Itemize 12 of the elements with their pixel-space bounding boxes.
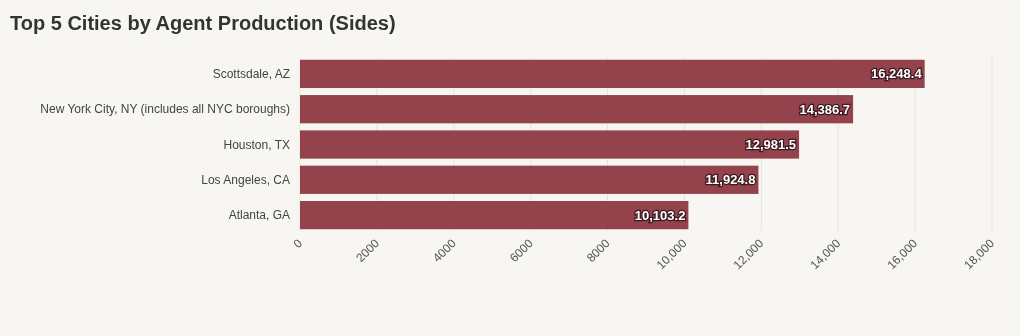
chart-title: Top 5 Cities by Agent Production (Sides)	[10, 12, 396, 34]
y-tick-label: Los Angeles, CA	[201, 173, 290, 188]
data-label: 14,386.7	[799, 101, 851, 117]
y-tick-label: Atlanta, GA	[228, 208, 290, 223]
y-tick-label: New York City, NY (includes all NYC boroughs)	[40, 102, 290, 117]
data-label: 11,924.8	[705, 172, 756, 188]
y-tick-label: Scottsdale, AZ	[212, 67, 290, 82]
data-label: 12,981.5	[745, 137, 797, 153]
x-tick-label: 0	[290, 235, 306, 251]
y-tick-label: Houston, TX	[223, 137, 290, 152]
data-label: 16,248.4	[871, 66, 923, 82]
data-label: 10,103.2	[634, 207, 686, 223]
